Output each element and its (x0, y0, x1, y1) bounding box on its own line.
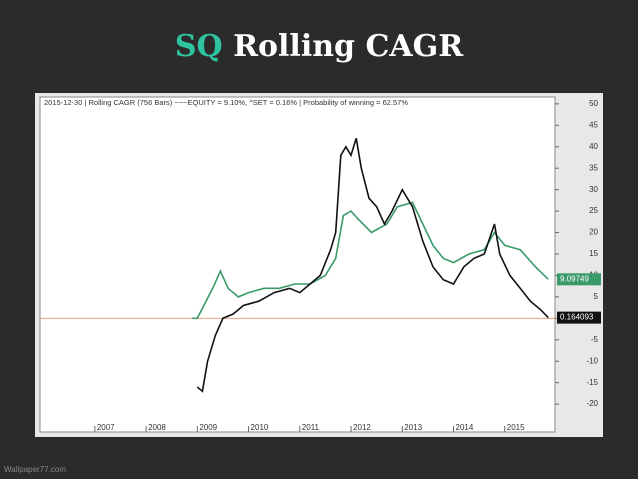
last-value-label: 9.09749 (560, 274, 589, 283)
series-line (196, 137, 549, 393)
series-line (192, 201, 549, 320)
chart-header: 2015-12-30 | Rolling CAGR (756 Bars) ~~~… (44, 98, 408, 107)
last-value-box (557, 273, 601, 286)
title-highlight: SQ (175, 29, 223, 64)
last-value-box (557, 311, 601, 324)
last-value-label: 0.164093 (560, 313, 594, 322)
y-tick-label: -5 (591, 335, 599, 344)
y-tick-label: -15 (586, 378, 598, 387)
y-tick-label: -10 (586, 356, 598, 365)
y-tick-label: -20 (586, 399, 598, 408)
x-tick-label: 2014 (456, 423, 474, 432)
x-tick-label: 2013 (404, 423, 422, 432)
watermark: Wallpaper77.com (4, 465, 66, 474)
x-tick-label: 2015 (507, 423, 525, 432)
y-tick-label: 40 (589, 142, 598, 151)
y-tick-label: 50 (589, 99, 598, 108)
y-tick-label: 25 (589, 206, 598, 215)
x-tick-label: 2007 (97, 423, 115, 432)
x-tick-label: 2010 (251, 423, 269, 432)
slide-title: SQ Rolling CAGR (175, 29, 464, 64)
y-tick-label: 45 (589, 120, 598, 129)
x-tick-label: 2011 (302, 423, 320, 432)
x-tick-label: 2012 (353, 423, 371, 432)
x-tick-label: 2008 (148, 423, 166, 432)
plot-area (39, 96, 556, 433)
title-text: Rolling CAGR (233, 29, 464, 64)
x-tick-label: 2009 (199, 423, 217, 432)
y-tick-label: 15 (589, 249, 598, 258)
y-tick-label: 5 (594, 292, 599, 301)
y-tick-label: 20 (589, 228, 598, 237)
y-tick-label: 30 (589, 185, 598, 194)
y-tick-label: 35 (589, 163, 598, 172)
